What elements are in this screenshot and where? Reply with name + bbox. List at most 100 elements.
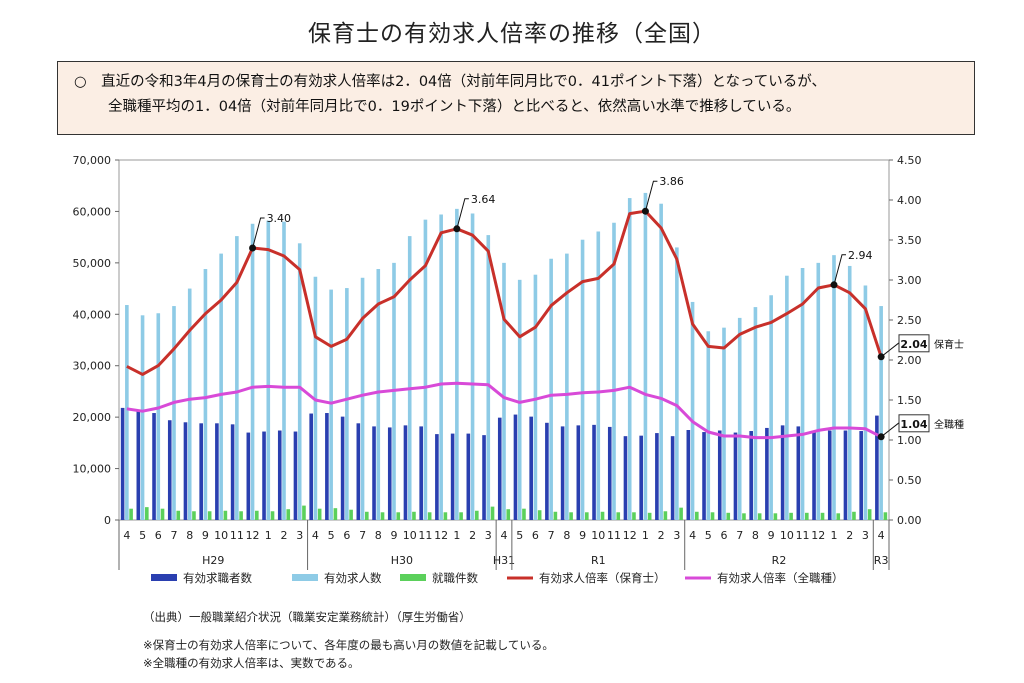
year-group-label: R3 [874,554,889,567]
right-axis-tick-label: 4.00 [897,194,922,207]
annotation-side-label: 全職種 [934,418,964,431]
bar-job-seekers [545,422,549,520]
bar-placements [883,512,888,520]
bar-job-seekers [309,413,313,520]
bar-placements [773,513,778,520]
bar-job-seekers [733,432,738,520]
bar-placements [412,511,416,520]
right-axis-tick-label: 1.50 [897,394,922,407]
bar-job-openings [407,236,412,521]
bar-placements [616,512,621,520]
bar-placements [255,510,259,520]
x-axis-month-label: 9 [391,529,398,542]
x-axis-month-label: 7 [171,529,178,542]
bar-job-seekers [403,425,408,520]
annotation-side-label: 保育士 [934,338,964,351]
bar-job-seekers [387,427,392,520]
bar-job-seekers [152,413,156,520]
bar-job-openings [816,262,821,520]
bar-job-seekers [419,426,423,520]
bar-job-seekers [325,413,329,520]
bar-placements [820,512,825,520]
bar-placements [585,512,589,520]
x-axis-month-label: 4 [123,529,130,542]
bar-job-openings [737,317,742,520]
right-axis-tick-label: 3.50 [897,234,922,247]
x-axis-month-label: 5 [328,529,335,542]
year-group-label: H31 [493,554,515,567]
bar-job-openings [219,253,223,520]
right-axis-tick-label: 0.00 [897,514,922,527]
bar-placements [679,507,683,520]
year-group-label: H29 [202,554,224,567]
bar-job-openings [187,288,192,520]
bar-placements [789,512,793,520]
x-axis-month-label: 3 [296,529,303,542]
bar-placements [742,513,746,520]
annotation-leader [252,217,265,249]
annotation-box [898,414,930,433]
right-axis-tick-label: 0.50 [897,474,922,487]
bar-job-seekers [277,430,282,520]
x-axis-month-label: 4 [689,529,696,542]
bar-job-openings [345,288,349,520]
bar-job-seekers [560,426,565,520]
x-axis-month-label: 11 [607,529,621,542]
bar-placements [757,513,762,520]
x-axis-month-label: 10 [214,529,228,542]
x-axis-month-label: 9 [579,529,586,542]
bar-job-seekers [717,430,722,520]
bar-job-openings [580,239,585,520]
bar-job-seekers [765,427,769,520]
x-axis-month-label: 8 [186,529,193,542]
bar-job-openings [235,236,239,521]
bar-placements [475,510,479,520]
bar-job-seekers [246,432,251,520]
bar-job-seekers [466,433,471,520]
bar-job-openings [753,307,758,520]
bar-placements [852,511,856,520]
bar-job-openings [423,219,428,520]
bar-placements [459,512,463,520]
bar-placements [380,512,385,520]
bar-job-openings [250,223,255,520]
x-axis-month-label: 6 [343,529,350,542]
right-axis-tick-label: 3.00 [897,274,922,287]
bar-job-openings [282,221,286,520]
x-axis-month-label: 4 [312,529,319,542]
bar-job-seekers [812,431,816,520]
bar-job-seekers [592,424,596,520]
x-axis-month-label: 5 [139,529,146,542]
legend-label: 有効求人数 [324,571,382,585]
x-axis-month-label: 2 [658,529,665,542]
bar-job-seekers [435,434,439,520]
bar-job-openings [533,274,538,520]
left-axis-tick-label: 70,000 [73,154,112,167]
bar-placements [145,507,149,520]
x-axis-month-label: 6 [532,529,539,542]
bar-job-seekers [120,407,125,520]
bar-job-seekers [623,436,628,520]
bar-placements [522,508,526,520]
bar-job-seekers [230,424,235,520]
x-axis-month-label: 8 [375,529,382,542]
bar-placements [317,508,322,520]
bar-job-seekers [167,420,172,520]
bar-placements [349,509,353,520]
notes: （出典）一般職業紹介状況（職業安定業務統計）（厚生労働省） ※保育士の有効求人倍… [143,608,554,672]
bar-job-openings [360,277,365,520]
bar-job-seekers [796,426,801,520]
x-axis-month-label: 12 [623,529,637,542]
bar-placements [490,506,495,520]
bar-job-openings [879,306,883,520]
year-group-label: R2 [772,554,787,567]
bar-job-openings [376,269,381,520]
bar-job-seekers [293,431,298,520]
line-ratio-all-jobs [126,381,882,440]
x-axis-month-label: 7 [359,529,366,542]
bar-job-seekers [639,435,643,520]
bar-job-openings [549,258,553,520]
legend-label: 有効求人倍率（全職種） [717,571,844,585]
left-axis-tick-label: 0 [104,514,111,527]
bar-job-seekers [497,417,502,520]
